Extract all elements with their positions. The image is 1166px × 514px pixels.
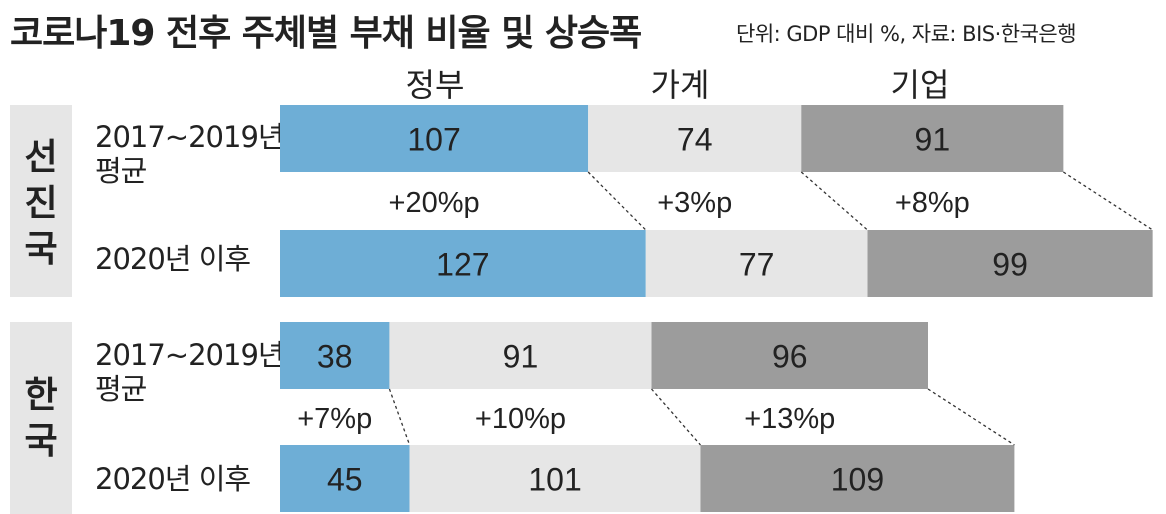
chart-title: 코로나19 전후 주체별 부채 비율 및 상승폭 [10, 13, 642, 54]
value-label-household: 74 [677, 122, 713, 158]
bar-corporate [700, 445, 1015, 512]
header-household: 가계 [650, 66, 710, 104]
row-label-line1: 2020년 이후 [95, 462, 251, 496]
bar-government [280, 105, 589, 172]
bar-corporate [651, 322, 928, 389]
row-label-line2: 평균 [95, 154, 147, 188]
row-label-line1: 2017~2019년 [95, 120, 285, 154]
bar-household [588, 105, 802, 172]
source-note: 단위: GDP 대비 %, 자료: BIS·한국은행 [736, 22, 1077, 46]
connector-corporate [927, 388, 1015, 446]
bar-corporate [867, 230, 1153, 297]
group-panel-korea [10, 322, 72, 514]
connector-corporate [1063, 171, 1153, 231]
change-label-corporate: +13%p [744, 403, 835, 435]
change-label-corporate: +8%p [895, 187, 970, 219]
row-label-line2: 평균 [95, 372, 147, 406]
group-label-char: 진 [24, 183, 58, 224]
value-label-corporate: 96 [772, 339, 808, 375]
bar-government [280, 322, 390, 389]
row-label-line1: 2017~2019년 [95, 338, 285, 372]
header-corporate: 기업 [890, 66, 950, 104]
bar-government [280, 230, 646, 297]
value-label-household: 101 [528, 462, 581, 498]
bar-household [389, 322, 652, 389]
bar-corporate [801, 105, 1064, 172]
row-label-korea-before: 2017~2019년 평균 [95, 338, 285, 406]
value-label-corporate: 109 [831, 462, 884, 498]
bar-household [409, 445, 701, 512]
value-label-household: 91 [503, 339, 539, 375]
connector-government [587, 171, 647, 231]
connector-government [388, 388, 411, 446]
row-label-line1: 2020년 이후 [95, 242, 251, 276]
row-label-advanced-before: 2017~2019년 평균 [95, 120, 285, 188]
value-label-corporate: 91 [915, 122, 951, 158]
row-label-advanced-after: 2020년 이후 [95, 242, 285, 276]
connector-household [651, 388, 701, 446]
group-panel-advanced [10, 105, 72, 297]
change-label-household: +3%p [657, 187, 732, 219]
value-label-government: 107 [407, 122, 460, 158]
change-label-government: +7%p [297, 403, 372, 435]
value-label-corporate: 99 [992, 247, 1028, 283]
value-label-government: 38 [317, 339, 353, 375]
group-label-char: 국 [24, 421, 58, 462]
value-label-government: 45 [327, 462, 363, 498]
connector-household [800, 171, 868, 231]
bar-household [645, 230, 868, 297]
group-label-char: 국 [24, 229, 58, 270]
change-label-government: +20%p [389, 187, 480, 219]
header-government: 정부 [405, 66, 465, 104]
group-label-char: 한 [24, 375, 58, 416]
group-label-char: 선 [24, 137, 58, 178]
value-label-household: 77 [739, 247, 775, 283]
change-label-household: +10%p [475, 403, 566, 435]
bar-government [280, 445, 410, 512]
value-label-government: 127 [436, 247, 489, 283]
row-label-korea-after: 2020년 이후 [95, 462, 285, 496]
